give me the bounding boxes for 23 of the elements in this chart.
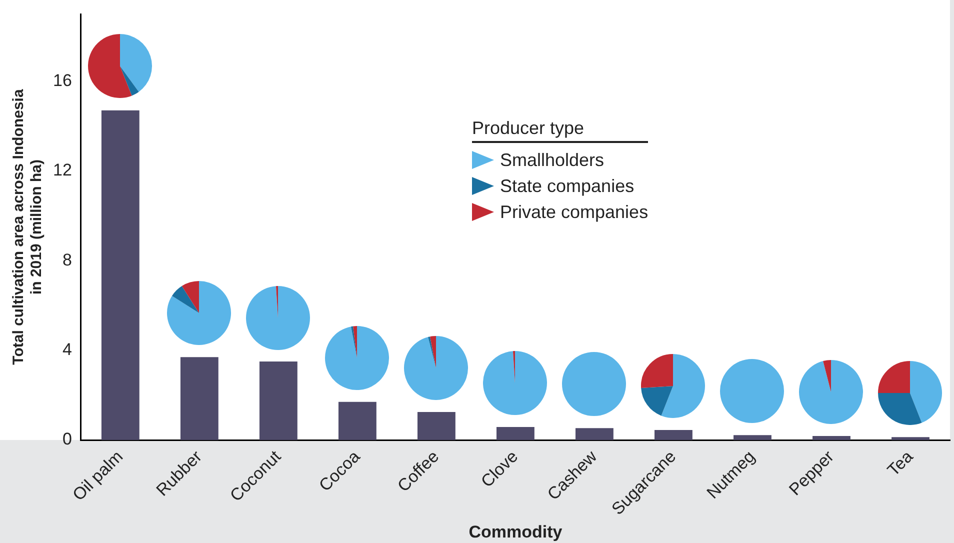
legend-label: Smallholders [500,150,604,170]
bar [259,362,298,440]
legend-title: Producer type [472,118,648,143]
bar [892,437,930,440]
y-tick-label: 4 [62,340,72,360]
bar [180,357,218,440]
bar [812,436,850,440]
x-axis-title: Commodity [468,522,563,542]
bar [496,427,534,440]
y-tick-label: 8 [62,250,72,270]
x-tick-label: Tea [884,446,918,480]
bar [576,428,614,440]
bar [654,430,692,440]
bar [338,402,376,440]
legend-label: Private companies [500,202,648,222]
bar [734,435,772,440]
y-tick-label: 12 [52,160,72,180]
y-tick-label: 0 [62,430,72,449]
y-axis-title: Total cultivation area across Indonesia in 2019 (million ha) [10,88,46,365]
legend-label: State companies [500,176,634,196]
bar [417,412,456,440]
y-tick-label: 16 [52,70,72,90]
bar [101,110,140,440]
